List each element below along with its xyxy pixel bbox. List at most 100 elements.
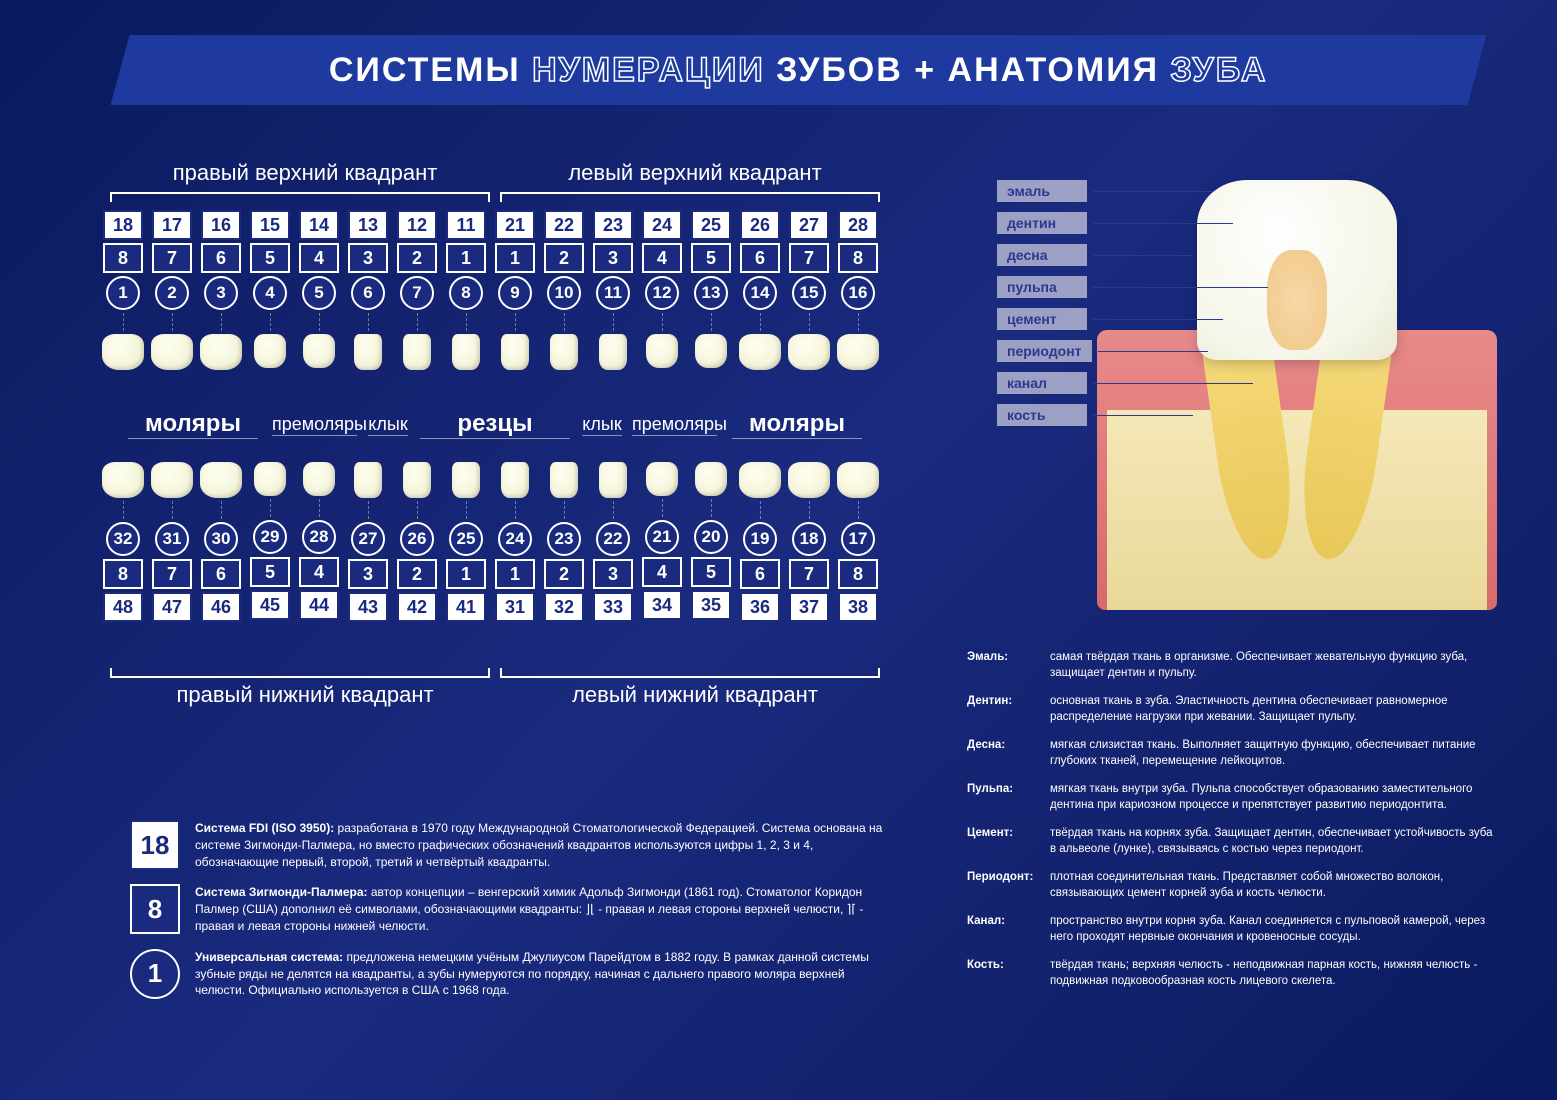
- palmer-number: 1: [446, 559, 486, 589]
- definition-row: Канал: пространство внутри корня зуба. К…: [967, 914, 1497, 945]
- leader-line: [1093, 415, 1193, 416]
- tooth-icon: [739, 334, 781, 370]
- tooth-icon: [151, 334, 193, 370]
- tooth-col: 12 2 7: [394, 210, 440, 370]
- tooth-icon: [151, 462, 193, 498]
- anatomy-label-row: периодонт: [997, 340, 1208, 362]
- fdi-number: 26: [740, 210, 780, 240]
- universal-number: 8: [449, 276, 483, 310]
- universal-number: 1: [106, 276, 140, 310]
- tooth-icon: [403, 334, 431, 370]
- universal-number: 21: [645, 520, 679, 554]
- palmer-number: 8: [838, 559, 878, 589]
- tooth-col: 18 7 37: [786, 462, 832, 622]
- tooth-icon: [599, 462, 627, 498]
- palmer-number: 8: [103, 559, 143, 589]
- legend-palmer-text: Система Зигмонди-Палмера: автор концепци…: [195, 884, 890, 934]
- palmer-number: 4: [642, 557, 682, 587]
- tooth-icon: [501, 462, 529, 498]
- definition-term: Эмаль:: [967, 650, 1042, 681]
- page-title: СИСТЕМЫ НУМЕРАЦИИ ЗУБОВ + АНАТОМИЯ ЗУБА: [329, 51, 1268, 90]
- fdi-number: 13: [348, 210, 388, 240]
- tooth-col: 16 6 3: [198, 210, 244, 370]
- tooth-col: 27 3 43: [345, 462, 391, 622]
- definition-text: пространство внутри корня зуба. Канал со…: [1050, 914, 1497, 945]
- palmer-number: 5: [691, 243, 731, 273]
- fdi-number: 41: [446, 592, 486, 622]
- fdi-number: 32: [544, 592, 584, 622]
- legend-univ-text: Универсальная система: предложена немецк…: [195, 949, 890, 999]
- type-molars-l: моляры: [128, 410, 258, 439]
- tooth-col: 25 5 13: [688, 210, 734, 370]
- fdi-number: 25: [691, 210, 731, 240]
- tooth-col: 22 3 33: [590, 462, 636, 622]
- anatomy-label: периодонт: [997, 340, 1092, 362]
- tooth-icon: [837, 462, 879, 498]
- fdi-number: 45: [250, 590, 290, 620]
- tooth-icon: [837, 334, 879, 370]
- anatomy-label-row: канал: [997, 372, 1253, 394]
- palmer-number: 5: [250, 243, 290, 273]
- tooth-icon: [452, 334, 480, 370]
- pulp-shape: [1267, 250, 1327, 350]
- tooth-col: 13 3 6: [345, 210, 391, 370]
- universal-number: 15: [792, 276, 826, 310]
- tooth-icon: [303, 334, 335, 368]
- fdi-number: 44: [299, 590, 339, 620]
- fdi-number: 24: [642, 210, 682, 240]
- tooth-icon: [200, 334, 242, 370]
- quadrant-label-upper-left: левый верхний квадрант: [510, 160, 880, 186]
- definition-row: Эмаль: самая твёрдая ткань в организме. …: [967, 650, 1497, 681]
- systems-legend: 18 Система FDI (ISO 3950): разработана в…: [130, 820, 890, 1013]
- tooth-col: 11 1 8: [443, 210, 489, 370]
- palmer-number: 6: [201, 559, 241, 589]
- palmer-number: 7: [152, 243, 192, 273]
- quadrant-label-lower-left: левый нижний квадрант: [510, 682, 880, 708]
- universal-number: 13: [694, 276, 728, 310]
- definition-text: мягкая ткань внутри зуба. Пульпа способс…: [1050, 782, 1497, 813]
- anatomy-label: цемент: [997, 308, 1087, 330]
- fdi-number: 38: [838, 592, 878, 622]
- fdi-number: 28: [838, 210, 878, 240]
- universal-number: 2: [155, 276, 189, 310]
- anatomy-label: кость: [997, 404, 1087, 426]
- type-molars-r: моляры: [732, 410, 862, 439]
- tooth-icon: [550, 462, 578, 498]
- tooth-icon: [646, 334, 678, 368]
- anatomy-label: десна: [997, 244, 1087, 266]
- fdi-number: 36: [740, 592, 780, 622]
- leader-line: [1093, 223, 1233, 224]
- tooth-icon: [303, 462, 335, 496]
- definition-text: самая твёрдая ткань в организме. Обеспеч…: [1050, 650, 1497, 681]
- fdi-number: 31: [495, 592, 535, 622]
- universal-number: 28: [302, 520, 336, 554]
- universal-number: 25: [449, 522, 483, 556]
- definition-row: Кость: твёрдая ткань; верхняя челюсть - …: [967, 958, 1497, 989]
- tooth-icon: [102, 462, 144, 498]
- fdi-number: 33: [593, 592, 633, 622]
- anatomy-label-row: кость: [997, 404, 1193, 426]
- fdi-number: 27: [789, 210, 829, 240]
- fdi-number: 47: [152, 592, 192, 622]
- tooth-col: 31 7 47: [149, 462, 195, 622]
- definition-row: Десна: мягкая слизистая ткань. Выполняет…: [967, 738, 1497, 769]
- leader-line: [1093, 383, 1253, 384]
- universal-number: 18: [792, 522, 826, 556]
- fdi-number: 46: [201, 592, 241, 622]
- palmer-number: 4: [642, 243, 682, 273]
- anatomy-label: эмаль: [997, 180, 1087, 202]
- leader-line: [1093, 191, 1213, 192]
- definition-row: Периодонт: плотная соединительная ткань.…: [967, 870, 1497, 901]
- upper-teeth-row: 18 8 1 17 7 2 16 6 3 15 5 4 14 4 5 13 3 …: [100, 210, 881, 370]
- tooth-col: 17 8 38: [835, 462, 881, 622]
- tooth-col: 27 7 15: [786, 210, 832, 370]
- tooth-icon: [739, 462, 781, 498]
- tooth-icon: [403, 462, 431, 498]
- universal-number: 17: [841, 522, 875, 556]
- fdi-number: 23: [593, 210, 633, 240]
- tooth-icon: [200, 462, 242, 498]
- tooth-anatomy-diagram: эмаль дентин десна пульпа цемент периодо…: [997, 160, 1497, 610]
- type-canine-l: клык: [368, 414, 408, 436]
- definitions-list: Эмаль: самая твёрдая ткань в организме. …: [967, 650, 1497, 1002]
- anatomy-label-row: цемент: [997, 308, 1223, 330]
